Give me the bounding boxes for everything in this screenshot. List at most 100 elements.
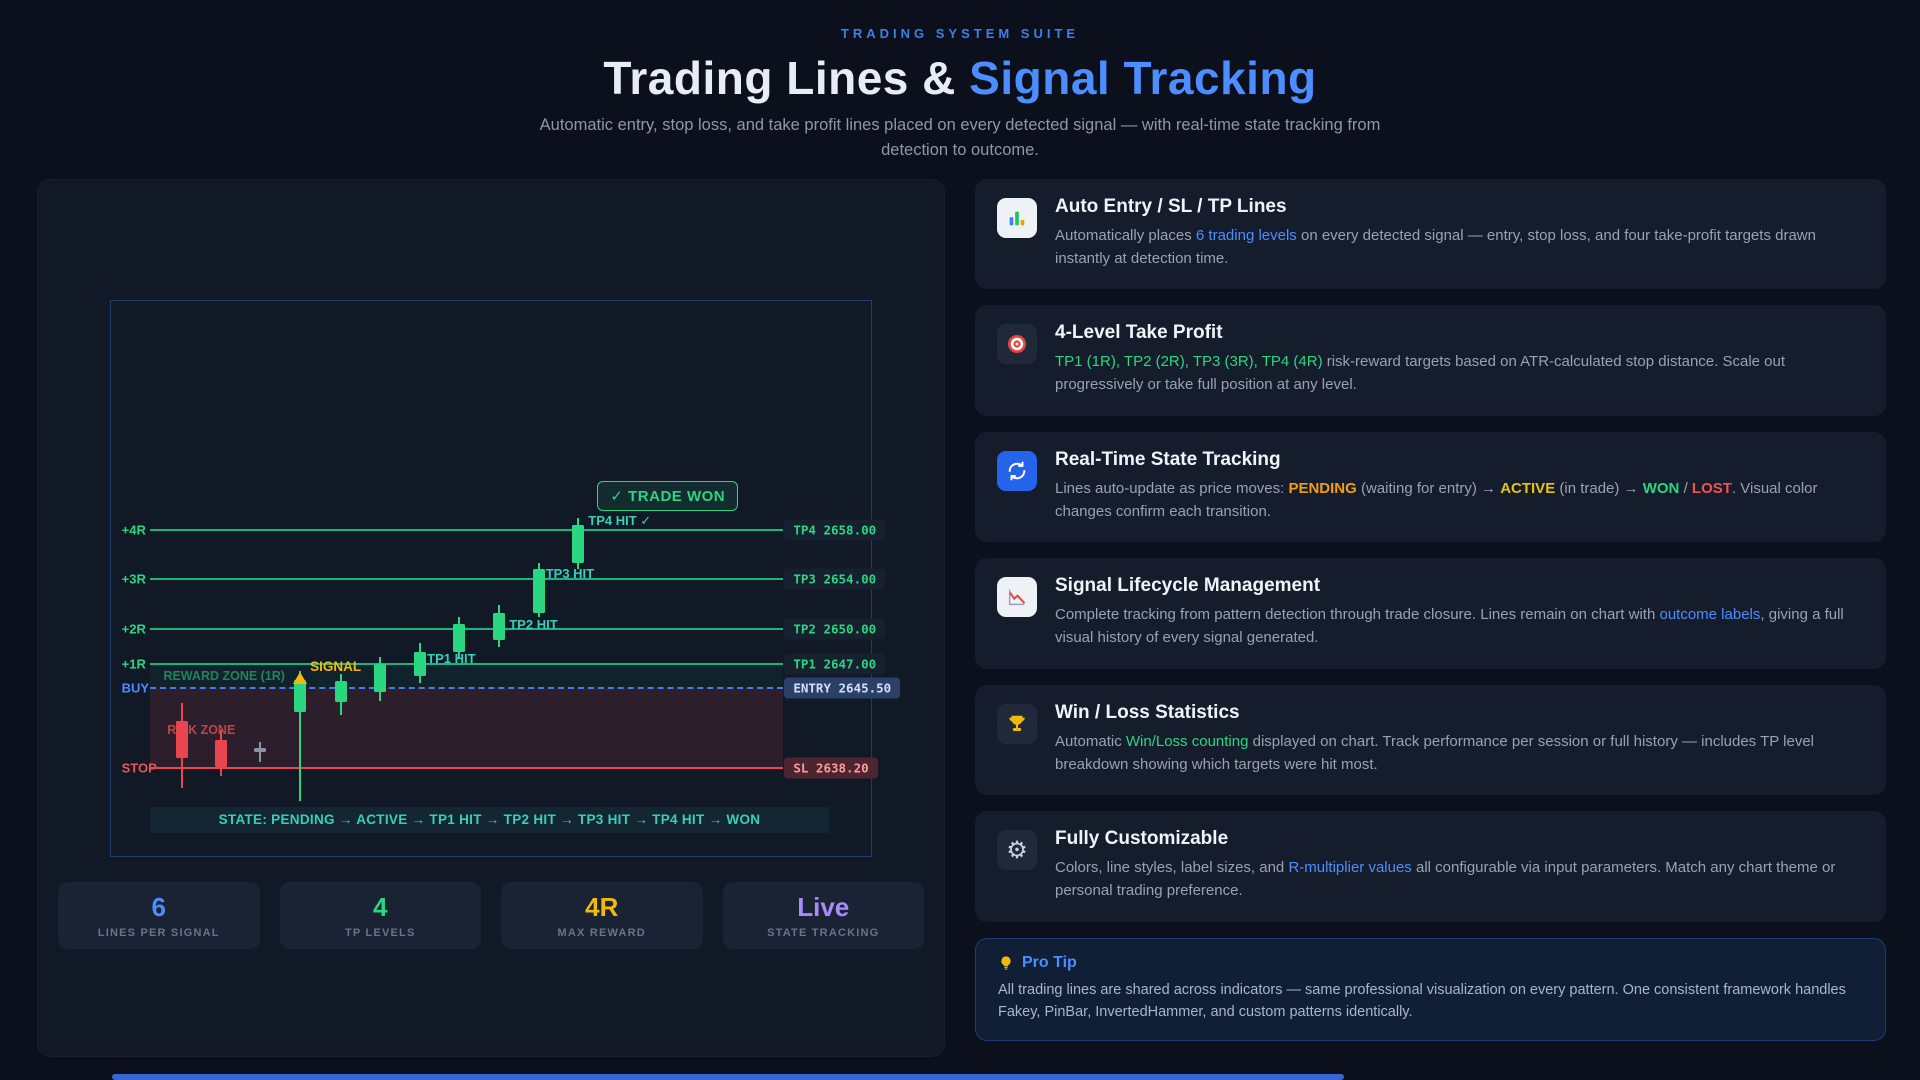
- stat-card-lines-per-signal: 6 LINES PER SIGNAL: [58, 881, 260, 949]
- tp1-axis-label: +1R: [121, 656, 146, 672]
- stat-card-state-tracking: Live STATE TRACKING: [722, 881, 924, 949]
- feature-card-auto-lines: Auto Entry / SL / TP Lines Automatically…: [975, 178, 1886, 289]
- stop-line: [149, 766, 783, 769]
- candle-body: [453, 623, 466, 652]
- feature-title: Signal Lifecycle Management: [1055, 575, 1321, 596]
- gear-icon: ⚙: [997, 830, 1037, 870]
- feature-title: Auto Entry / SL / TP Lines: [1055, 195, 1287, 217]
- sync-arrows-icon: [997, 450, 1037, 491]
- feature-desc: Automatic Win/Loss counting displayed on…: [1055, 732, 1814, 773]
- feature-title: Real-Time State Tracking: [1055, 448, 1281, 470]
- feature-desc: Automatically places 6 trading levels on…: [1055, 226, 1816, 267]
- tp-hit-label: TP1 HIT: [427, 651, 476, 667]
- feature-body: Fully Customizable Colors, line styles, …: [1055, 828, 1864, 903]
- feature-body: Win / Loss Statistics Automatic Win/Loss…: [1055, 702, 1864, 777]
- stat-value: 4R: [585, 891, 619, 922]
- trade-won-badge: ✓ TRADE WON: [597, 481, 739, 512]
- state-progression-bar: STATE: PENDING → ACTIVE → TP1 HIT → TP2 …: [149, 806, 830, 833]
- candle-body: [175, 721, 188, 758]
- stop-axis-label: STOP: [121, 760, 157, 776]
- eyebrow-label: TRADING SYSTEM SUITE: [840, 26, 1080, 41]
- feature-desc: Complete tracking from pattern detection…: [1055, 606, 1844, 647]
- candle-body: [571, 524, 584, 563]
- trophy-icon: [997, 703, 1037, 744]
- horizontal-scrollbar[interactable]: [112, 1074, 1344, 1080]
- page-title: Trading Lines & Signal Tracking: [0, 51, 1920, 105]
- pro-tip-title: Pro Tip: [1022, 953, 1077, 971]
- candle-body: [493, 612, 506, 640]
- candle-body: [532, 569, 545, 613]
- entry-line: [149, 687, 783, 690]
- candle-body: [253, 747, 266, 753]
- entry-axis-label: BUY: [121, 680, 150, 696]
- tp1-line: [149, 663, 783, 666]
- tp-hit-label: TP4 HIT ✓: [588, 513, 652, 529]
- feature-card-take-profit: 4-Level Take Profit TP1 (1R), TP2 (2R), …: [975, 305, 1886, 416]
- page-header: TRADING SYSTEM SUITE Trading Lines & Sig…: [0, 0, 1920, 163]
- stat-label: LINES PER SIGNAL: [97, 926, 220, 939]
- tp3-line: [149, 577, 783, 580]
- feature-list: Auto Entry / SL / TP Lines Automatically…: [975, 178, 1886, 1042]
- stats-row: 6 LINES PER SIGNAL 4 TP LEVELS 4R MAX RE…: [38, 881, 944, 949]
- stat-card-max-reward: 4R MAX REWARD: [501, 881, 703, 949]
- feature-title: Win / Loss Statistics: [1055, 701, 1240, 723]
- tp-hit-label: TP3 HIT: [545, 566, 595, 582]
- bar-chart-icon: [997, 197, 1037, 238]
- feature-body: Real-Time State Tracking Lines auto-upda…: [1055, 449, 1864, 524]
- candle-body: [294, 680, 307, 712]
- feature-card-customizable: ⚙ Fully Customizable Colors, line styles…: [975, 811, 1886, 922]
- tp2-price-pill: TP2 2650.00: [784, 618, 886, 639]
- candle-wick: [258, 742, 261, 762]
- stat-value: Live: [797, 891, 850, 922]
- reward-zone: [149, 664, 783, 689]
- lightbulb-icon: [1001, 955, 1011, 970]
- stat-value: 6: [151, 891, 166, 922]
- stat-label: MAX REWARD: [557, 926, 646, 939]
- signal-arrow-icon: [293, 671, 308, 684]
- feature-card-state-tracking: Real-Time State Tracking Lines auto-upda…: [975, 431, 1886, 542]
- target-icon: [997, 324, 1037, 364]
- feature-desc: Colors, line styles, label sizes, and R-…: [1055, 859, 1836, 900]
- feature-desc: Lines auto-update as price moves: PENDIN…: [1055, 479, 1818, 520]
- tp3-axis-label: +3R: [121, 571, 146, 587]
- tp2-line: [149, 627, 783, 630]
- pro-tip-text: All trading lines are shared across indi…: [998, 981, 1846, 1020]
- stat-value: 4: [373, 891, 388, 922]
- candle-body: [414, 651, 427, 677]
- tp-hit-label: TP2 HIT: [509, 617, 558, 633]
- stat-label: TP LEVELS: [345, 926, 416, 939]
- stop-price-pill: SL 2638.20: [784, 757, 878, 779]
- line-chart-icon: [997, 577, 1037, 617]
- feature-card-lifecycle: Signal Lifecycle Management Complete tra…: [975, 558, 1886, 669]
- candle-body: [215, 739, 228, 767]
- pro-tip-header: Pro Tip: [998, 954, 1863, 972]
- tp4-line: [149, 528, 783, 531]
- feature-title: Fully Customizable: [1055, 828, 1229, 849]
- page-subtitle: Automatic entry, stop loss, and take pro…: [539, 116, 1381, 159]
- pro-tip-card: Pro Tip All trading lines are shared acr…: [975, 937, 1886, 1042]
- entry-price-pill: ENTRY 2645.50: [784, 677, 901, 699]
- stat-card-tp-levels: 4 TP LEVELS: [279, 881, 481, 949]
- signal-chart: REWARD ZONE (1R) RISK ZONE +4R TP4 2658.0…: [110, 299, 901, 857]
- chart-showcase-panel: REWARD ZONE (1R) RISK ZONE +4R TP4 2658.0…: [37, 178, 945, 1057]
- candle-body: [334, 681, 347, 702]
- page-title-accent: Signal Tracking: [969, 52, 1317, 104]
- feature-title: 4-Level Take Profit: [1055, 322, 1223, 343]
- candle-wick: [299, 671, 302, 801]
- tp3-price-pill: TP3 2654.00: [784, 568, 886, 590]
- tp4-price-pill: TP4 2658.00: [784, 519, 886, 541]
- page-title-main: Trading Lines &: [603, 52, 970, 104]
- feature-body: Signal Lifecycle Management Complete tra…: [1055, 575, 1864, 650]
- feature-body: 4-Level Take Profit TP1 (1R), TP2 (2R), …: [1055, 322, 1864, 397]
- stat-label: STATE TRACKING: [767, 926, 880, 939]
- feature-body: Auto Entry / SL / TP Lines Automatically…: [1055, 196, 1864, 271]
- main-content: REWARD ZONE (1R) RISK ZONE +4R TP4 2658.0…: [0, 178, 1920, 1057]
- tp4-axis-label: +4R: [121, 522, 146, 538]
- signal-label: SIGNAL: [310, 659, 362, 675]
- feature-card-win-loss: Win / Loss Statistics Automatic Win/Loss…: [975, 684, 1886, 795]
- reward-zone-label: REWARD ZONE (1R): [163, 669, 285, 684]
- tp2-axis-label: +2R: [121, 621, 146, 636]
- tp1-price-pill: TP1 2647.00: [784, 653, 886, 675]
- feature-desc: TP1 (1R), TP2 (2R), TP3 (3R), TP4 (4R) r…: [1055, 353, 1786, 394]
- risk-zone: [149, 688, 783, 768]
